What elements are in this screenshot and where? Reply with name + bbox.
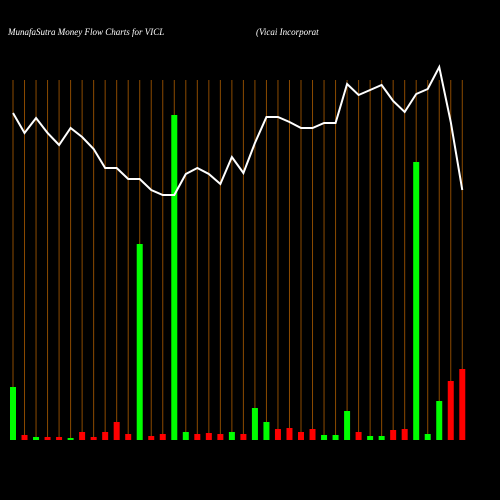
bar <box>228 432 235 440</box>
bar <box>240 434 247 440</box>
bar <box>10 387 16 440</box>
bar <box>205 433 212 440</box>
bar <box>309 429 316 440</box>
bar <box>355 432 362 440</box>
bar <box>321 435 328 440</box>
bar <box>298 432 304 440</box>
bar <box>171 115 178 440</box>
bar <box>274 429 281 440</box>
bar <box>33 437 40 440</box>
bar <box>263 422 270 440</box>
bar <box>413 162 420 440</box>
bar <box>378 436 385 440</box>
bar <box>102 432 109 440</box>
bar <box>390 430 397 440</box>
bar <box>125 434 132 440</box>
bar <box>21 435 28 440</box>
bar <box>367 436 374 440</box>
chart-subtitle: (Vicai Incorporat <box>256 27 319 37</box>
bar <box>436 401 443 440</box>
bar <box>459 369 466 440</box>
bar <box>194 434 201 440</box>
bar <box>67 438 74 440</box>
chart-title: MunafaSutra Money Flow Charts for VICL <box>7 27 164 37</box>
bar <box>44 437 51 440</box>
bar <box>424 434 431 440</box>
bar <box>56 437 63 440</box>
bar <box>286 428 293 440</box>
bar <box>90 437 97 440</box>
bar <box>182 432 189 440</box>
bar <box>113 422 120 440</box>
bar <box>332 435 339 440</box>
bar <box>251 408 258 440</box>
bar <box>148 436 155 440</box>
bar <box>136 244 143 440</box>
bar <box>217 434 224 440</box>
bar <box>401 429 408 440</box>
bar <box>79 432 86 440</box>
bar <box>447 381 454 440</box>
money-flow-line <box>12 64 464 196</box>
bar <box>159 434 166 440</box>
bar <box>344 411 351 440</box>
